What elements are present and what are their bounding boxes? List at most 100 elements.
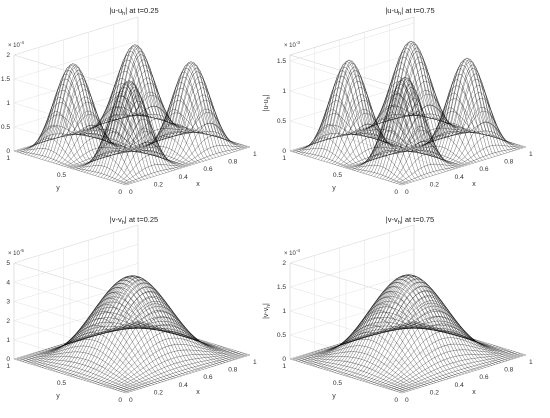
y-tick-label: 1 (6, 155, 10, 162)
plot-title-tail: | at t=0.75 (401, 215, 434, 224)
z-tick-label: 1.5 (1, 76, 10, 83)
plot-title: |v-vh| at t=0.75 (386, 215, 434, 226)
plot-title: |u-uh| at t=0.25 (109, 6, 158, 17)
z-axis-label: |v-vh| (263, 303, 272, 319)
x-tick-label: 0 (405, 397, 409, 404)
plot-title-main: |v-v (110, 215, 122, 224)
plot-title-sub: h (122, 11, 125, 17)
y-axis-label: y (56, 185, 60, 192)
z-axis-label-tail: | (263, 95, 270, 97)
plot-title: |v-vh| at t=0.25 (110, 215, 158, 226)
z-axis-label-sub: h (266, 96, 272, 99)
z-multiplier-base: × 10 (8, 43, 21, 49)
z-tick-label: 5 (6, 260, 10, 267)
z-tick-label: 0 (282, 148, 286, 155)
y-tick-label: 0.5 (333, 380, 342, 387)
surface-mesh (289, 274, 527, 394)
z-tick-label: 3 (6, 299, 10, 306)
y-tick-label: 0 (394, 189, 398, 196)
z-tick-label: 2 (6, 318, 10, 325)
plot-title: |u-uh| at t=0.75 (385, 6, 434, 17)
y-axis-label: y (332, 393, 336, 400)
z-tick-label: 1 (6, 337, 10, 344)
x-axis-label: x (472, 389, 476, 396)
x-tick-label: 0.2 (430, 389, 439, 396)
x-tick-label: 1 (253, 151, 257, 158)
x-tick-label: 0 (405, 189, 409, 196)
plot-title-tail: | at t=0.25 (125, 215, 158, 224)
plot-title-main: |u-u (109, 6, 122, 15)
z-multiplier-exp: -4 (20, 40, 25, 45)
z-tick-label: 1.5 (277, 58, 286, 65)
z-tick-label: 2 (282, 260, 286, 267)
y-tick-label: 0.5 (333, 172, 342, 179)
plot-title-main: |u-u (385, 6, 398, 15)
z-tick-label: 1 (282, 88, 286, 95)
x-tick-label: 0.6 (203, 166, 212, 173)
z-multiplier-base: × 10 (284, 251, 297, 257)
z-multiplier: × 10-4 (8, 40, 24, 49)
surface-mesh (13, 44, 251, 186)
z-tick-label: 1.5 (277, 284, 286, 291)
z-tick-label: 0.5 (277, 118, 286, 125)
z-multiplier-base: × 10 (8, 251, 21, 257)
x-tick-label: 0.6 (479, 166, 488, 173)
surface-mesh (13, 275, 251, 394)
x-tick-label: 0.2 (154, 181, 163, 188)
x-tick-label: 0.4 (179, 174, 188, 181)
z-axis-label-main: |v-v (263, 307, 270, 319)
y-tick-label: 1 (6, 363, 10, 370)
y-tick-label: 1 (282, 155, 286, 162)
x-tick-label: 1 (253, 359, 257, 366)
x-tick-label: 1 (529, 359, 533, 366)
z-tick-label: 2 (6, 52, 10, 59)
z-multiplier-exp: -3 (296, 40, 301, 45)
z-tick-label: 1 (282, 308, 286, 315)
plot-title-sub: h (398, 220, 401, 226)
z-axis-label: |u-uh| (263, 95, 272, 112)
y-tick-label: 0.5 (57, 172, 66, 179)
x-tick-label: 0.4 (179, 382, 188, 389)
x-axis-label: x (196, 389, 200, 396)
z-axis-label-tail: | (263, 303, 270, 305)
plot-title-main: |v-v (386, 215, 398, 224)
x-tick-label: 0.2 (154, 389, 163, 396)
z-tick-label: 0.5 (277, 332, 286, 339)
axes: 0 0.5 1 1.5 2 0 0.2 0.4 0.6 0.8 1 1 0.5 0 x y |v-vh| × 10… (263, 248, 533, 404)
plot-title-sub: h (398, 11, 401, 17)
z-multiplier: × 10-3 (284, 40, 300, 49)
y-tick-label: 0 (118, 189, 122, 196)
x-tick-label: 0.8 (228, 159, 237, 166)
x-tick-label: 0.8 (504, 159, 513, 166)
x-tick-label: 0.4 (455, 174, 464, 181)
z-multiplier-base: × 10 (284, 43, 297, 49)
x-tick-label: 0 (129, 397, 133, 404)
y-axis-label: y (332, 185, 336, 192)
y-tick-label: 0 (118, 397, 122, 404)
y-tick-label: 1 (282, 363, 286, 370)
z-multiplier: × 10-4 (284, 248, 300, 257)
x-tick-label: 0 (129, 189, 133, 196)
x-tick-label: 0.8 (228, 367, 237, 374)
z-multiplier-exp: -5 (20, 248, 25, 253)
axes: 0 0.5 1 1.5 0 0.2 0.4 0.6 0.8 1 1 0.5 0 x y |u-uh| × 10-… (263, 40, 533, 196)
surface-mesh (289, 40, 527, 186)
x-axis-label: x (196, 181, 200, 188)
plot-title-tail: | at t=0.25 (125, 6, 158, 15)
y-tick-label: 0.5 (57, 380, 66, 387)
z-tick-label: 0 (282, 356, 286, 363)
z-multiplier-exp: -4 (296, 248, 301, 253)
z-axis-label-main: |u-u (263, 99, 270, 111)
x-tick-label: 0.4 (455, 382, 464, 389)
z-tick-label: 0.5 (1, 124, 10, 131)
x-axis-label: x (472, 181, 476, 188)
z-multiplier: × 10-5 (8, 248, 24, 257)
x-tick-label: 1 (529, 151, 533, 158)
z-tick-label: 0 (6, 148, 10, 155)
